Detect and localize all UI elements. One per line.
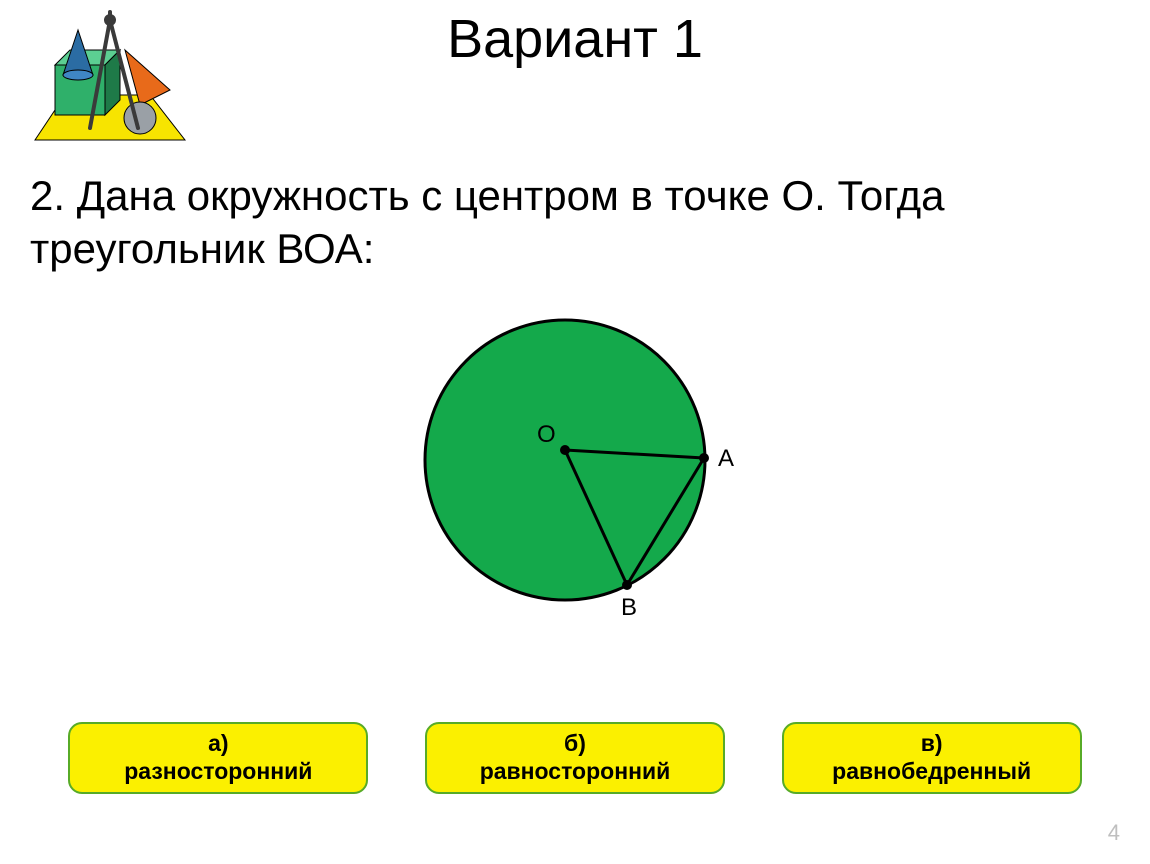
- answer-option-c[interactable]: в) равнобедренный: [782, 722, 1082, 794]
- page-number: 4: [1108, 820, 1120, 846]
- page-title: Вариант 1: [0, 8, 1150, 70]
- svg-text:В: В: [621, 594, 637, 621]
- svg-text:О: О: [537, 421, 556, 448]
- question-text: 2. Дана окружность с центром в точке О. …: [30, 170, 1120, 275]
- answer-row: а) разносторонний б) равносторонний в) р…: [0, 722, 1150, 794]
- circle-diagram: О А В: [0, 300, 1150, 635]
- question-body: Дана окружность с центром в точке О. Тог…: [30, 172, 945, 272]
- answer-option-b[interactable]: б) равносторонний: [425, 722, 725, 794]
- question-number: 2.: [30, 172, 65, 219]
- svg-text:А: А: [718, 445, 734, 472]
- answer-option-a[interactable]: а) разносторонний: [68, 722, 368, 794]
